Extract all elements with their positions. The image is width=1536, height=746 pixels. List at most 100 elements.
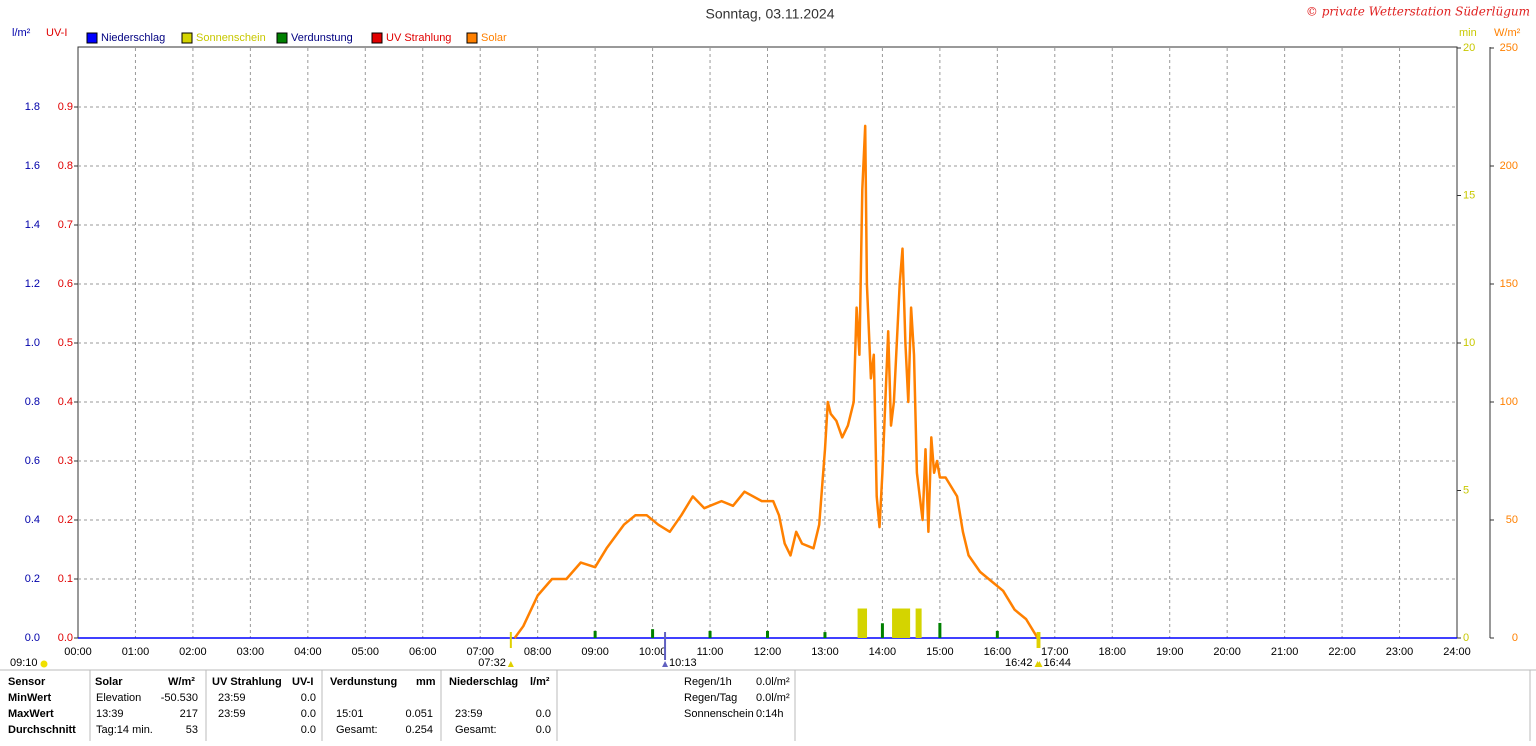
uv-tick-label: 0.6: [58, 278, 73, 290]
x-tick-label: 07:00: [466, 646, 494, 658]
stat-value: 53: [186, 724, 198, 736]
legend-label: Sonnenschein: [196, 32, 266, 44]
y2-tick-label: 50: [1506, 514, 1518, 526]
uv-tick-label: 0.0: [58, 632, 73, 644]
x-tick-label: 01:00: [122, 646, 150, 658]
stats-table: Sensor MinWert MaxWert Durchschnitt Solar W/m…: [0, 669, 1536, 741]
uv-tick-label: 0.4: [58, 396, 73, 408]
y2-unit: W/m²: [1494, 27, 1521, 39]
event-icon: [662, 661, 669, 667]
y-tick-label: 0.4: [25, 514, 40, 526]
evaporation-bar: [593, 630, 597, 638]
sunshine-bar: [899, 608, 906, 638]
legend-swatch: [86, 32, 98, 44]
stat-value: 0.051: [405, 708, 433, 720]
uv-unit: UV-I: [46, 27, 67, 39]
x-tick-label: 16:00: [984, 646, 1012, 658]
group-unit: l/m²: [530, 676, 550, 688]
x-tick-label: 03:00: [237, 646, 265, 658]
event-label: 10:13: [669, 657, 697, 669]
row-label: Sensor: [8, 676, 46, 688]
copyright: © private Wetterstation Süderlügum: [1306, 5, 1530, 19]
chart-title: Sonntag, 03.11.2024: [706, 6, 835, 22]
stat-time: 23:59: [218, 708, 246, 720]
legend-label: UV Strahlung: [386, 32, 451, 44]
sunshine-bar: [857, 608, 864, 638]
evaporation-bar: [823, 632, 827, 638]
y2-tick-label: 0: [1512, 632, 1518, 644]
group-unit: W/m²: [168, 676, 195, 688]
event-label: 16:42: [1005, 657, 1033, 669]
x-tick-label: 02:00: [179, 646, 207, 658]
stat-value: 0.0: [301, 708, 316, 720]
group-header: UV Strahlung: [212, 676, 282, 688]
sunshine-bar: [895, 608, 902, 638]
x-tick-label: 06:00: [409, 646, 437, 658]
event-label: 16:44: [1043, 657, 1071, 669]
group-unit: UV-I: [292, 676, 313, 688]
row-label: MaxWert: [8, 708, 54, 720]
legend-label: Solar: [481, 32, 507, 44]
y-unit: l/m²: [12, 27, 31, 39]
group-header: Verdunstung: [330, 676, 397, 688]
uv-tick-label: 0.3: [58, 455, 73, 467]
stat-time: 23:59: [218, 692, 246, 704]
x-tick-label: 23:00: [1386, 646, 1414, 658]
sunshine-bar: [904, 608, 911, 638]
x-tick-label: 24:00: [1443, 646, 1471, 658]
uv-tick-label: 0.2: [58, 514, 73, 526]
x-tick-label: 13:00: [811, 646, 839, 658]
y3-tick-label: 5: [1463, 484, 1469, 496]
y-tick-label: 0.0: [25, 632, 40, 644]
stat-time: Elevation: [96, 692, 141, 704]
x-tick-label: 20:00: [1213, 646, 1241, 658]
y-tick-label: 0.6: [25, 455, 40, 467]
x-tick-label: 22:00: [1328, 646, 1356, 658]
x-tick-label: 11:00: [697, 646, 724, 658]
uv-tick-label: 0.7: [58, 219, 73, 231]
daylength: 09:10: [10, 657, 38, 669]
stat-time: Tag:14 min.: [96, 724, 153, 736]
uv-tick-label: 0.9: [58, 101, 73, 113]
group-unit: mm: [416, 676, 436, 688]
y-tick-label: 1.8: [25, 101, 40, 113]
evaporation-bar: [995, 630, 999, 638]
y2-tick-label: 200: [1500, 160, 1518, 172]
sunshine-bar: [915, 608, 922, 638]
y-tick-label: 0.2: [25, 573, 40, 585]
x-tick-label: 08:00: [524, 646, 552, 658]
stat-time: Gesamt:: [336, 724, 378, 736]
x-tick-label: 04:00: [294, 646, 322, 658]
stat-value: 0.0: [301, 692, 316, 704]
y-tick-label: 1.6: [25, 160, 40, 172]
stat-value: 217: [180, 708, 198, 720]
extra-label: Regen/1h: [684, 676, 732, 688]
row-label: Durchschnitt: [8, 724, 76, 736]
legend-label: Verdunstung: [291, 32, 353, 44]
y3-tick-label: 20: [1463, 42, 1475, 54]
sunshine-bar: [861, 608, 868, 638]
legend-label: Niederschlag: [101, 32, 165, 44]
legend-swatch: [466, 32, 478, 44]
y-tick-label: 1.0: [25, 337, 40, 349]
legend-swatch: [371, 32, 383, 44]
x-tick-label: 10:00: [639, 646, 667, 658]
uv-tick-label: 0.1: [58, 573, 73, 585]
evaporation-bar: [880, 623, 884, 638]
y-tick-label: 1.2: [25, 278, 40, 290]
x-tick-label: 18:00: [1098, 646, 1126, 658]
row-label: MinWert: [8, 692, 52, 704]
uv-tick-label: 0.8: [58, 160, 73, 172]
x-tick-label: 00:00: [64, 646, 92, 658]
extra-label: Regen/Tag: [684, 692, 737, 704]
stat-value: 0.0: [301, 724, 316, 736]
extra-value: 0.0l/m²: [756, 692, 790, 704]
group-header: Solar: [95, 676, 123, 688]
stat-value: 0.0: [536, 724, 551, 736]
evaporation-bar: [938, 622, 942, 638]
x-tick-label: 09:00: [581, 646, 609, 658]
event-icon: [1036, 661, 1043, 667]
stat-value: -50.530: [161, 692, 198, 704]
legend-swatch: [276, 32, 288, 44]
